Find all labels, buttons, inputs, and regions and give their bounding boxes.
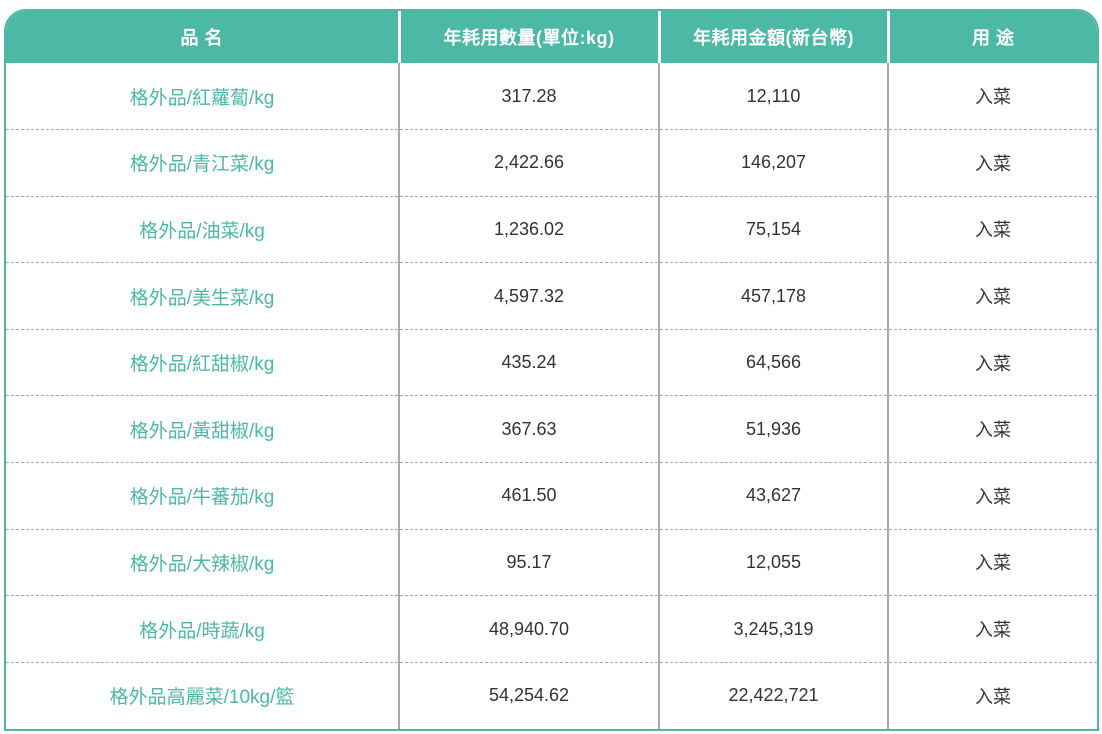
cell-quantity: 461.50 [398, 462, 659, 530]
cell-usage: 入菜 [887, 262, 1097, 330]
cell-name: 格外品/美生菜/kg [6, 262, 399, 330]
cell-quantity: 367.63 [398, 395, 659, 463]
cell-quantity: 2,422.66 [398, 129, 659, 197]
cell-name: 格外品/紅蘿蔔/kg [129, 87, 275, 109]
header-usage: 用 途 [886, 11, 1097, 63]
cell-name: 格外品/黃甜椒/kg [6, 395, 399, 463]
cell-amount: 75,154 [658, 195, 888, 263]
cell-quantity: 317.28 [398, 63, 659, 130]
table-row: 格外品/青江菜/kg 2,422.66 146,207 入菜 [6, 129, 1097, 197]
table-row: 格外品/紅甜椒/kg 435.24 64,566 入菜 [6, 328, 1097, 396]
table-row: 格外品/大辣椒/kg 95.17 12,055 入菜 [6, 528, 1097, 596]
cell-usage: 入菜 [887, 462, 1097, 530]
cell-usage: 入菜 [887, 395, 1097, 463]
cell-amount: 43,627 [658, 462, 888, 530]
cell-usage: 入菜 [887, 595, 1097, 663]
header-name: 品 名 [180, 28, 223, 48]
cell-amount: 12,110 [658, 63, 888, 130]
cell-name: 格外品/紅甜椒/kg [6, 328, 399, 396]
cell-quantity: 54,254.62 [398, 661, 659, 729]
cell-amount: 51,936 [658, 395, 888, 463]
cell-name: 格外品高麗菜/10kg/籃 [6, 661, 399, 729]
cell-quantity: 48,940.70 [398, 595, 659, 663]
cell-usage: 入菜 [887, 63, 1097, 130]
table-row: 格外品高麗菜/10kg/籃 54,254.62 22,422,721 入菜 [6, 661, 1097, 729]
table-row: 格外品/黃甜椒/kg 367.63 51,936 入菜 [6, 395, 1097, 463]
cell-quantity: 1,236.02 [398, 195, 659, 263]
table-row: 格外品/油菜/kg 1,236.02 75,154 入菜 [6, 195, 1097, 263]
table-header: 品 名 年耗用數量(單位:kg) 年耗用金額(新台幣) 用 途 [6, 11, 1097, 63]
table-row: 格外品/牛蕃茄/kg 461.50 43,627 入菜 [6, 462, 1097, 530]
table-row: 格外品/美生菜/kg 4,597.32 457,178 入菜 [6, 262, 1097, 330]
cell-quantity: 95.17 [398, 528, 659, 596]
cell-amount: 12,055 [658, 528, 888, 596]
cell-usage: 入菜 [887, 328, 1097, 396]
usage-table: 品 名 年耗用數量(單位:kg) 年耗用金額(新台幣) 用 途 格外品/紅蘿蔔/… [6, 11, 1097, 729]
cell-usage: 入菜 [887, 528, 1097, 596]
table-body: 格外品/紅蘿蔔/kg 317.28 12,110 入菜 格外品/青江菜/kg 2… [6, 63, 1097, 729]
usage-table-container: 品 名 年耗用數量(單位:kg) 年耗用金額(新台幣) 用 途 格外品/紅蘿蔔/… [4, 9, 1099, 731]
cell-name: 格外品/油菜/kg [6, 195, 399, 263]
table-row: 格外品/紅蘿蔔/kg 317.28 12,110 入菜 [6, 63, 1097, 130]
header-quantity: 年耗用數量(單位:kg) [397, 11, 659, 63]
cell-amount: 22,422,721 [658, 661, 888, 729]
cell-amount: 457,178 [658, 262, 888, 330]
cell-usage: 入菜 [887, 129, 1097, 197]
cell-quantity: 435.24 [398, 328, 659, 396]
cell-amount: 64,566 [658, 328, 888, 396]
cell-usage: 入菜 [887, 195, 1097, 263]
header-row: 品 名 年耗用數量(單位:kg) 年耗用金額(新台幣) 用 途 [6, 11, 1097, 63]
cell-amount: 3,245,319 [658, 595, 888, 663]
cell-usage: 入菜 [887, 661, 1097, 729]
table-row: 格外品/時蔬/kg 48,940.70 3,245,319 入菜 [6, 595, 1097, 663]
cell-name: 格外品/時蔬/kg [6, 595, 399, 663]
cell-name: 格外品/牛蕃茄/kg [6, 462, 399, 530]
cell-name: 格外品/青江菜/kg [6, 129, 399, 197]
cell-name: 格外品/大辣椒/kg [6, 528, 399, 596]
cell-amount: 146,207 [658, 129, 888, 197]
cell-quantity: 4,597.32 [398, 262, 659, 330]
header-amount: 年耗用金額(新台幣) [657, 11, 888, 63]
